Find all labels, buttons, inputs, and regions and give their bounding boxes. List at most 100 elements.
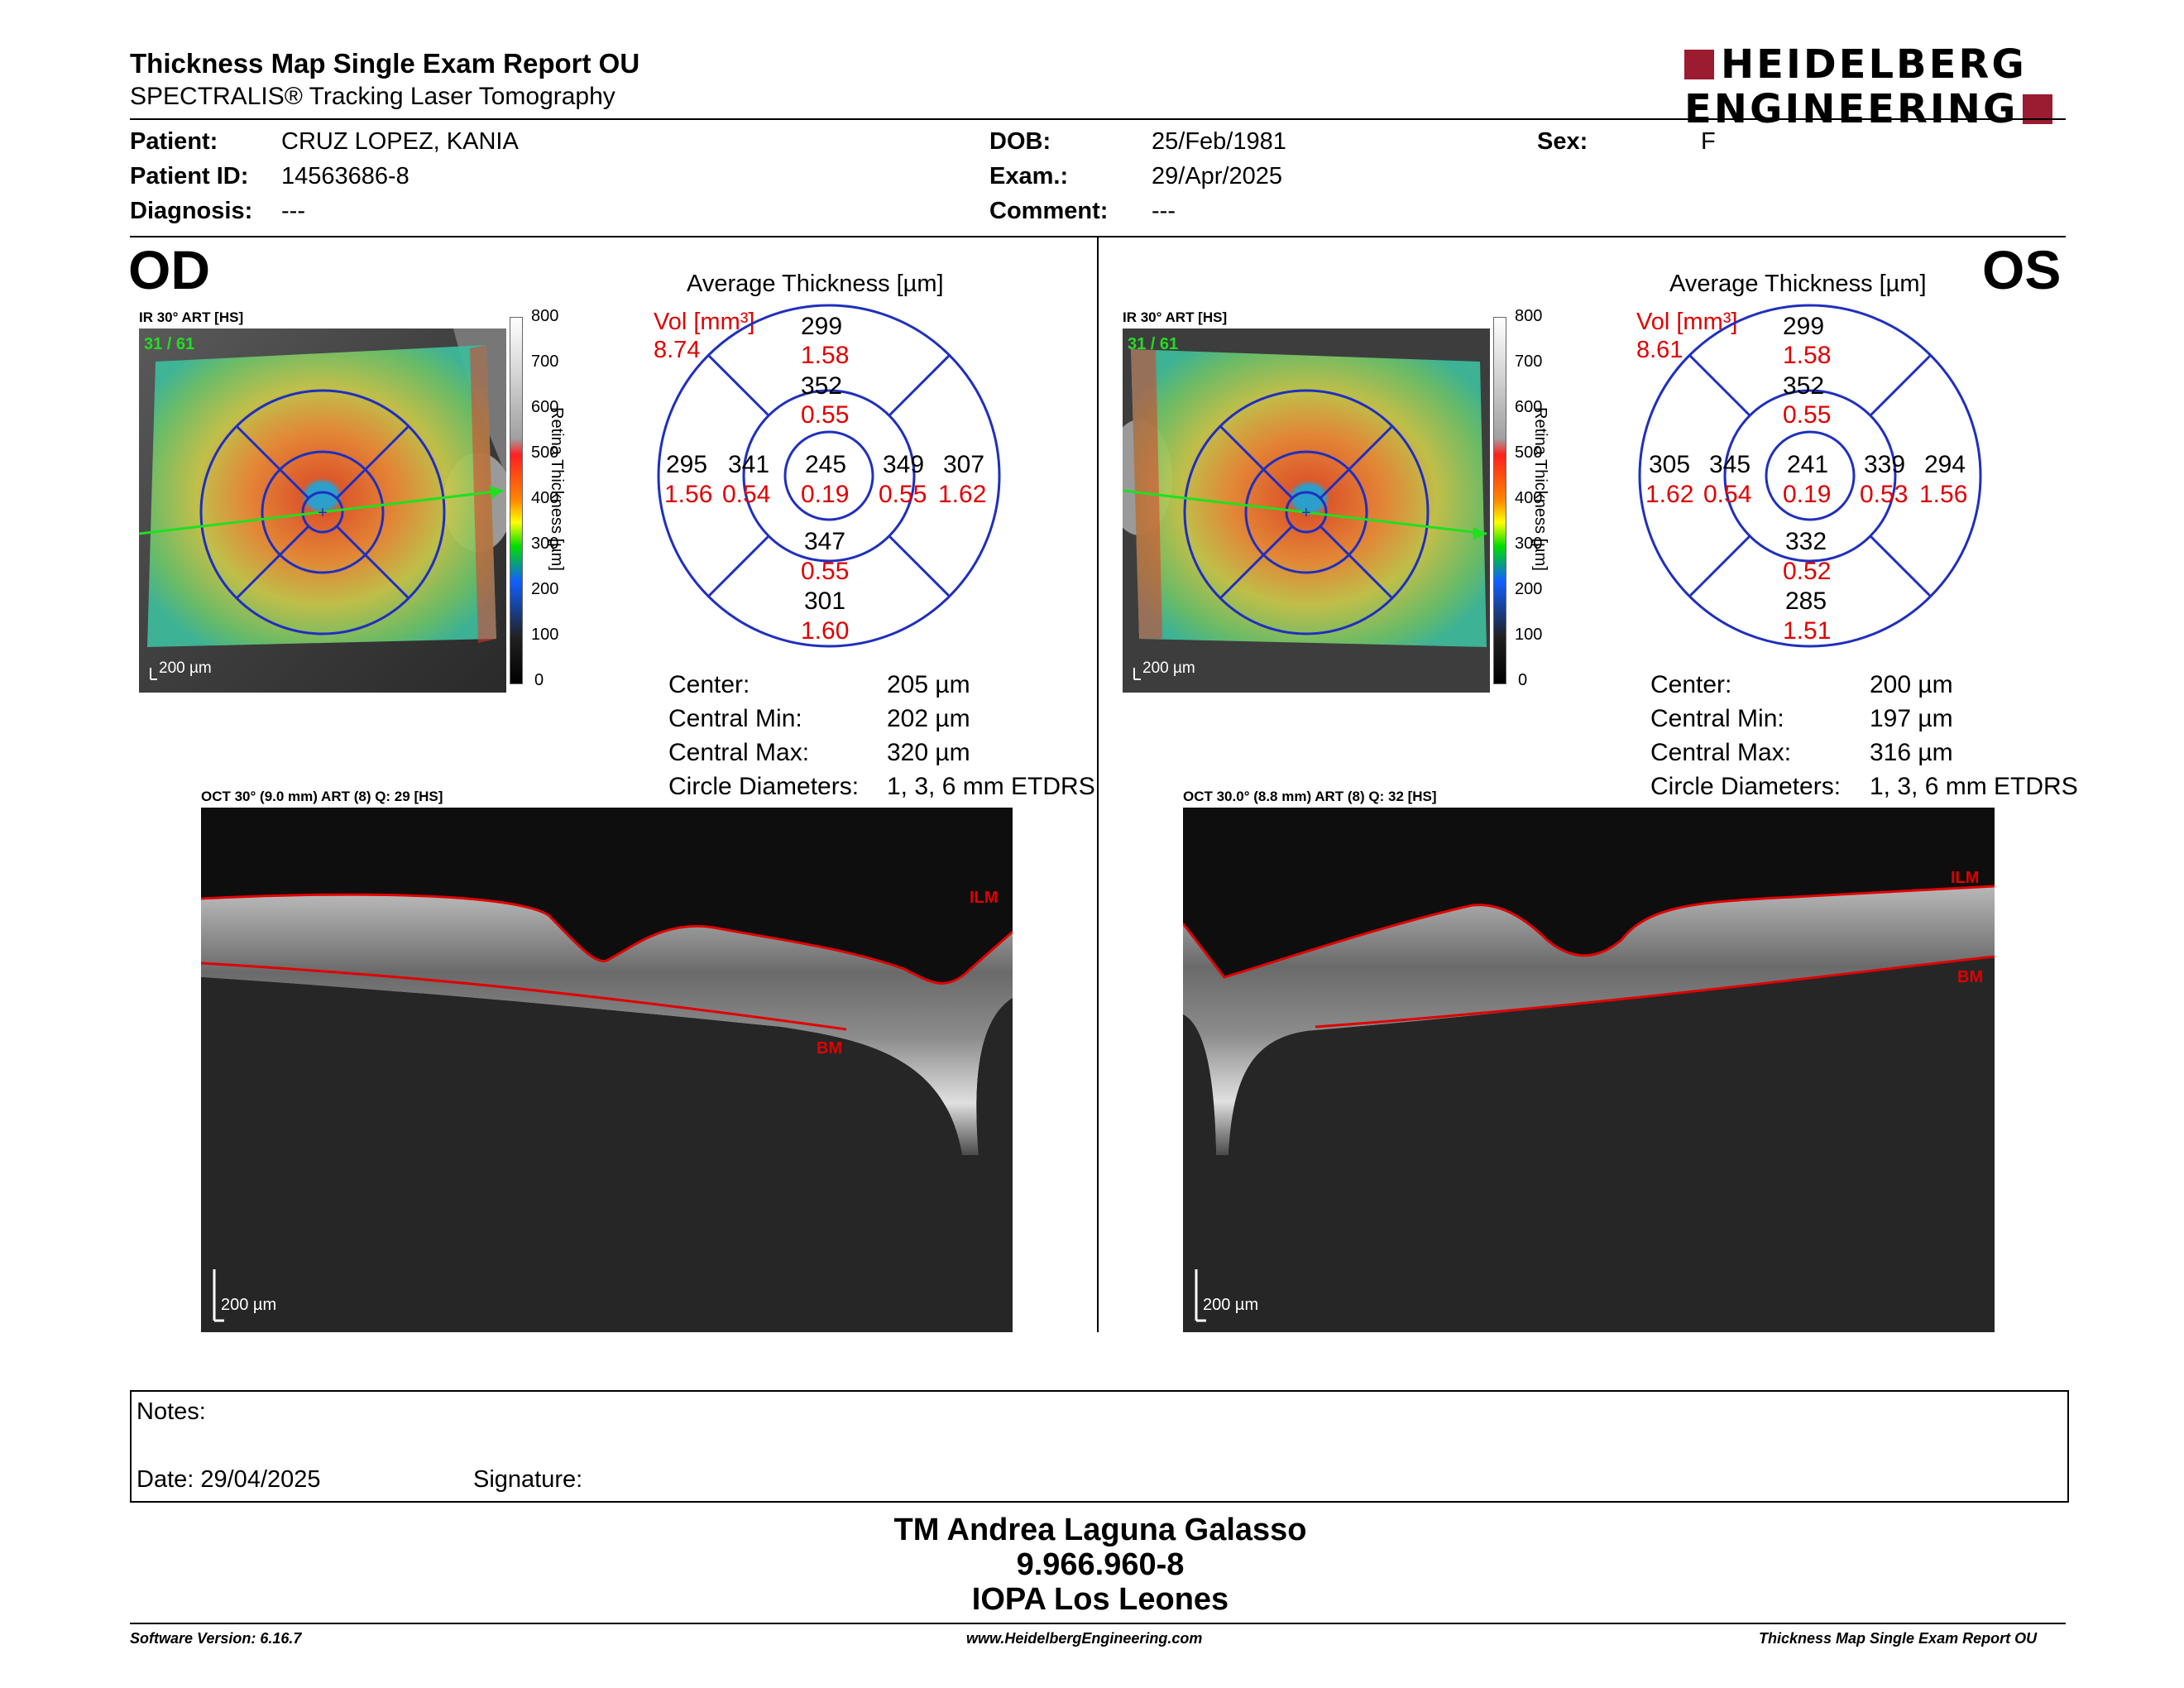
- os-inner-superior-thickness: 352: [1783, 372, 1825, 400]
- os-tick-100: 100: [1515, 626, 1543, 644]
- eye-divider: [1097, 237, 1099, 1332]
- logo-line-1: HEIDELBERG: [1721, 41, 2027, 88]
- svg-text:+: +: [318, 504, 328, 522]
- os-outer-right-volume: 1.56: [1919, 481, 1968, 508]
- os-tick-300: 300: [1515, 535, 1543, 553]
- company-logo: HEIDELBERG ENGINEERING: [1684, 45, 2067, 129]
- os-central-max-label: Central Max:: [1650, 739, 1792, 766]
- od-outer-inferior-volume: 1.60: [801, 617, 850, 645]
- signature-label: Signature:: [473, 1466, 583, 1493]
- patient-id-label: Patient ID:: [130, 163, 249, 189]
- od-center-value: 205 µm: [887, 671, 970, 698]
- os-ir-counter: 31 / 61: [1128, 335, 1179, 353]
- logo-square-left: [1684, 50, 1714, 79]
- os-avg-title: Average Thickness [µm]: [1669, 271, 1927, 297]
- od-ilm-label: ILM: [970, 889, 999, 907]
- dob: 25/Feb/1981: [1152, 128, 1286, 155]
- od-ir-scalebar: 200 µm: [159, 659, 212, 677]
- od-ir-label: IR 30° ART [HS]: [139, 309, 244, 325]
- od-tick-100: 100: [531, 626, 559, 644]
- od-outer-inferior-thickness: 301: [804, 587, 846, 615]
- header-divider: [130, 118, 2066, 120]
- os-outer-right-thickness: 294: [1924, 451, 1966, 478]
- diagnosis-label: Diagnosis:: [130, 198, 253, 224]
- od-ir-counter: 31 / 61: [144, 335, 195, 353]
- os-oct-label: OCT 30.0° (8.8 mm) ART (8) Q: 32 [HS]: [1183, 789, 1437, 804]
- od-center-volume: 0.19: [801, 481, 850, 508]
- comment: ---: [1152, 198, 1176, 224]
- od-central-min-value: 202 µm: [887, 705, 970, 732]
- os-outer-left-volume: 1.62: [1645, 481, 1694, 508]
- os-circle-diameters-value: 1, 3, 6 mm ETDRS: [1870, 773, 2078, 800]
- os-inner-left-thickness: 345: [1709, 451, 1751, 478]
- os-inner-inferior-thickness: 332: [1785, 528, 1827, 555]
- od-tick-700: 700: [531, 352, 559, 371]
- eye-label-os: OS: [1982, 239, 2062, 300]
- os-bm-label: BM: [1957, 968, 1984, 986]
- os-fundus-thickness-map: + 31 / 61 200 µm: [1123, 328, 1490, 693]
- od-tick-600: 600: [531, 398, 559, 416]
- dob-label: DOB:: [989, 128, 1051, 155]
- os-central-max-value: 316 µm: [1870, 739, 1953, 766]
- os-outer-superior-volume: 1.58: [1783, 342, 1832, 369]
- notes-box[interactable]: Notes: Date: 29/04/2025 Signature:: [130, 1390, 2069, 1503]
- od-center-label: Center:: [668, 671, 750, 698]
- od-oct-scalebar: 200 µm: [221, 1296, 277, 1314]
- os-oct-scalebar: 200 µm: [1203, 1296, 1259, 1314]
- os-center-value: 200 µm: [1870, 671, 1953, 698]
- os-tick-200: 200: [1515, 580, 1543, 598]
- od-tick-200: 200: [531, 580, 559, 598]
- od-colorbar-title: Retina Thickness [µm]: [548, 407, 566, 571]
- patient-label: Patient:: [130, 128, 218, 155]
- od-colorbar-ticks: 800 700 600 500 400 300 200 100 0: [531, 307, 564, 689]
- signature-name: TM Andrea Laguna Galasso: [893, 1513, 1307, 1547]
- od-central-max-value: 320 µm: [887, 739, 970, 766]
- sex: F: [1701, 128, 1716, 155]
- os-tick-600: 600: [1515, 398, 1543, 416]
- os-outer-left-thickness: 305: [1649, 451, 1691, 478]
- od-tick-500: 500: [531, 444, 559, 462]
- report-title: Thickness Map Single Exam Report OU: [130, 48, 640, 79]
- os-outer-superior-thickness: 299: [1783, 313, 1825, 340]
- notes-date: Date: 29/04/2025: [136, 1466, 321, 1493]
- od-outer-left-thickness: 295: [666, 451, 708, 478]
- od-inner-inferior-volume: 0.55: [801, 558, 850, 585]
- patient-divider: [130, 236, 2066, 237]
- sex-label: Sex:: [1537, 128, 1588, 155]
- os-outer-inferior-thickness: 285: [1785, 587, 1827, 615]
- os-outer-inferior-volume: 1.51: [1783, 617, 1832, 645]
- os-inner-superior-volume: 0.55: [1783, 401, 1832, 429]
- od-central-min-label: Central Min:: [668, 705, 802, 732]
- signature-institution: IOPA Los Leones: [971, 1582, 1229, 1617]
- footer-website-link[interactable]: www.HeidelbergEngineering.com: [966, 1630, 1203, 1647]
- os-inner-right-volume: 0.53: [1860, 481, 1909, 508]
- od-circle-diameters-label: Circle Diameters:: [668, 773, 860, 800]
- os-vol-total: 8.61: [1636, 337, 1684, 363]
- od-inner-right-thickness: 349: [883, 451, 925, 478]
- od-center-thickness: 245: [805, 451, 847, 478]
- os-tick-0: 0: [1518, 671, 1528, 689]
- os-ir-scalebar: 200 µm: [1142, 659, 1195, 677]
- os-colorbar-title: Retina Thickness [µm]: [1531, 407, 1549, 571]
- logo-line-2: ENGINEERING: [1684, 86, 2019, 132]
- os-center-volume: 0.19: [1783, 481, 1832, 508]
- eye-label-od: OD: [128, 239, 210, 300]
- exam-date: 29/Apr/2025: [1152, 163, 1283, 189]
- footer-report-name: Thickness Map Single Exam Report OU: [1759, 1630, 2038, 1647]
- os-center-thickness: 241: [1787, 451, 1829, 478]
- od-tick-0: 0: [534, 671, 544, 689]
- od-thickness-colorbar: [510, 317, 523, 684]
- od-bm-label: BM: [817, 1039, 843, 1057]
- od-outer-superior-thickness: 299: [801, 313, 843, 340]
- os-central-min-label: Central Min:: [1650, 705, 1784, 732]
- od-tick-300: 300: [531, 535, 559, 553]
- report-subtitle: SPECTRALIS® Tracking Laser Tomography: [130, 83, 615, 110]
- od-outer-superior-volume: 1.58: [801, 342, 850, 369]
- os-central-min-value: 197 µm: [1870, 705, 1953, 732]
- od-oct-label: OCT 30° (9.0 mm) ART (8) Q: 29 [HS]: [201, 789, 443, 804]
- notes-label: Notes:: [136, 1398, 206, 1425]
- os-inner-inferior-volume: 0.52: [1783, 558, 1832, 585]
- od-circle-diameters-value: 1, 3, 6 mm ETDRS: [887, 773, 1095, 800]
- os-tick-700: 700: [1515, 352, 1543, 371]
- od-inner-right-volume: 0.55: [879, 481, 927, 508]
